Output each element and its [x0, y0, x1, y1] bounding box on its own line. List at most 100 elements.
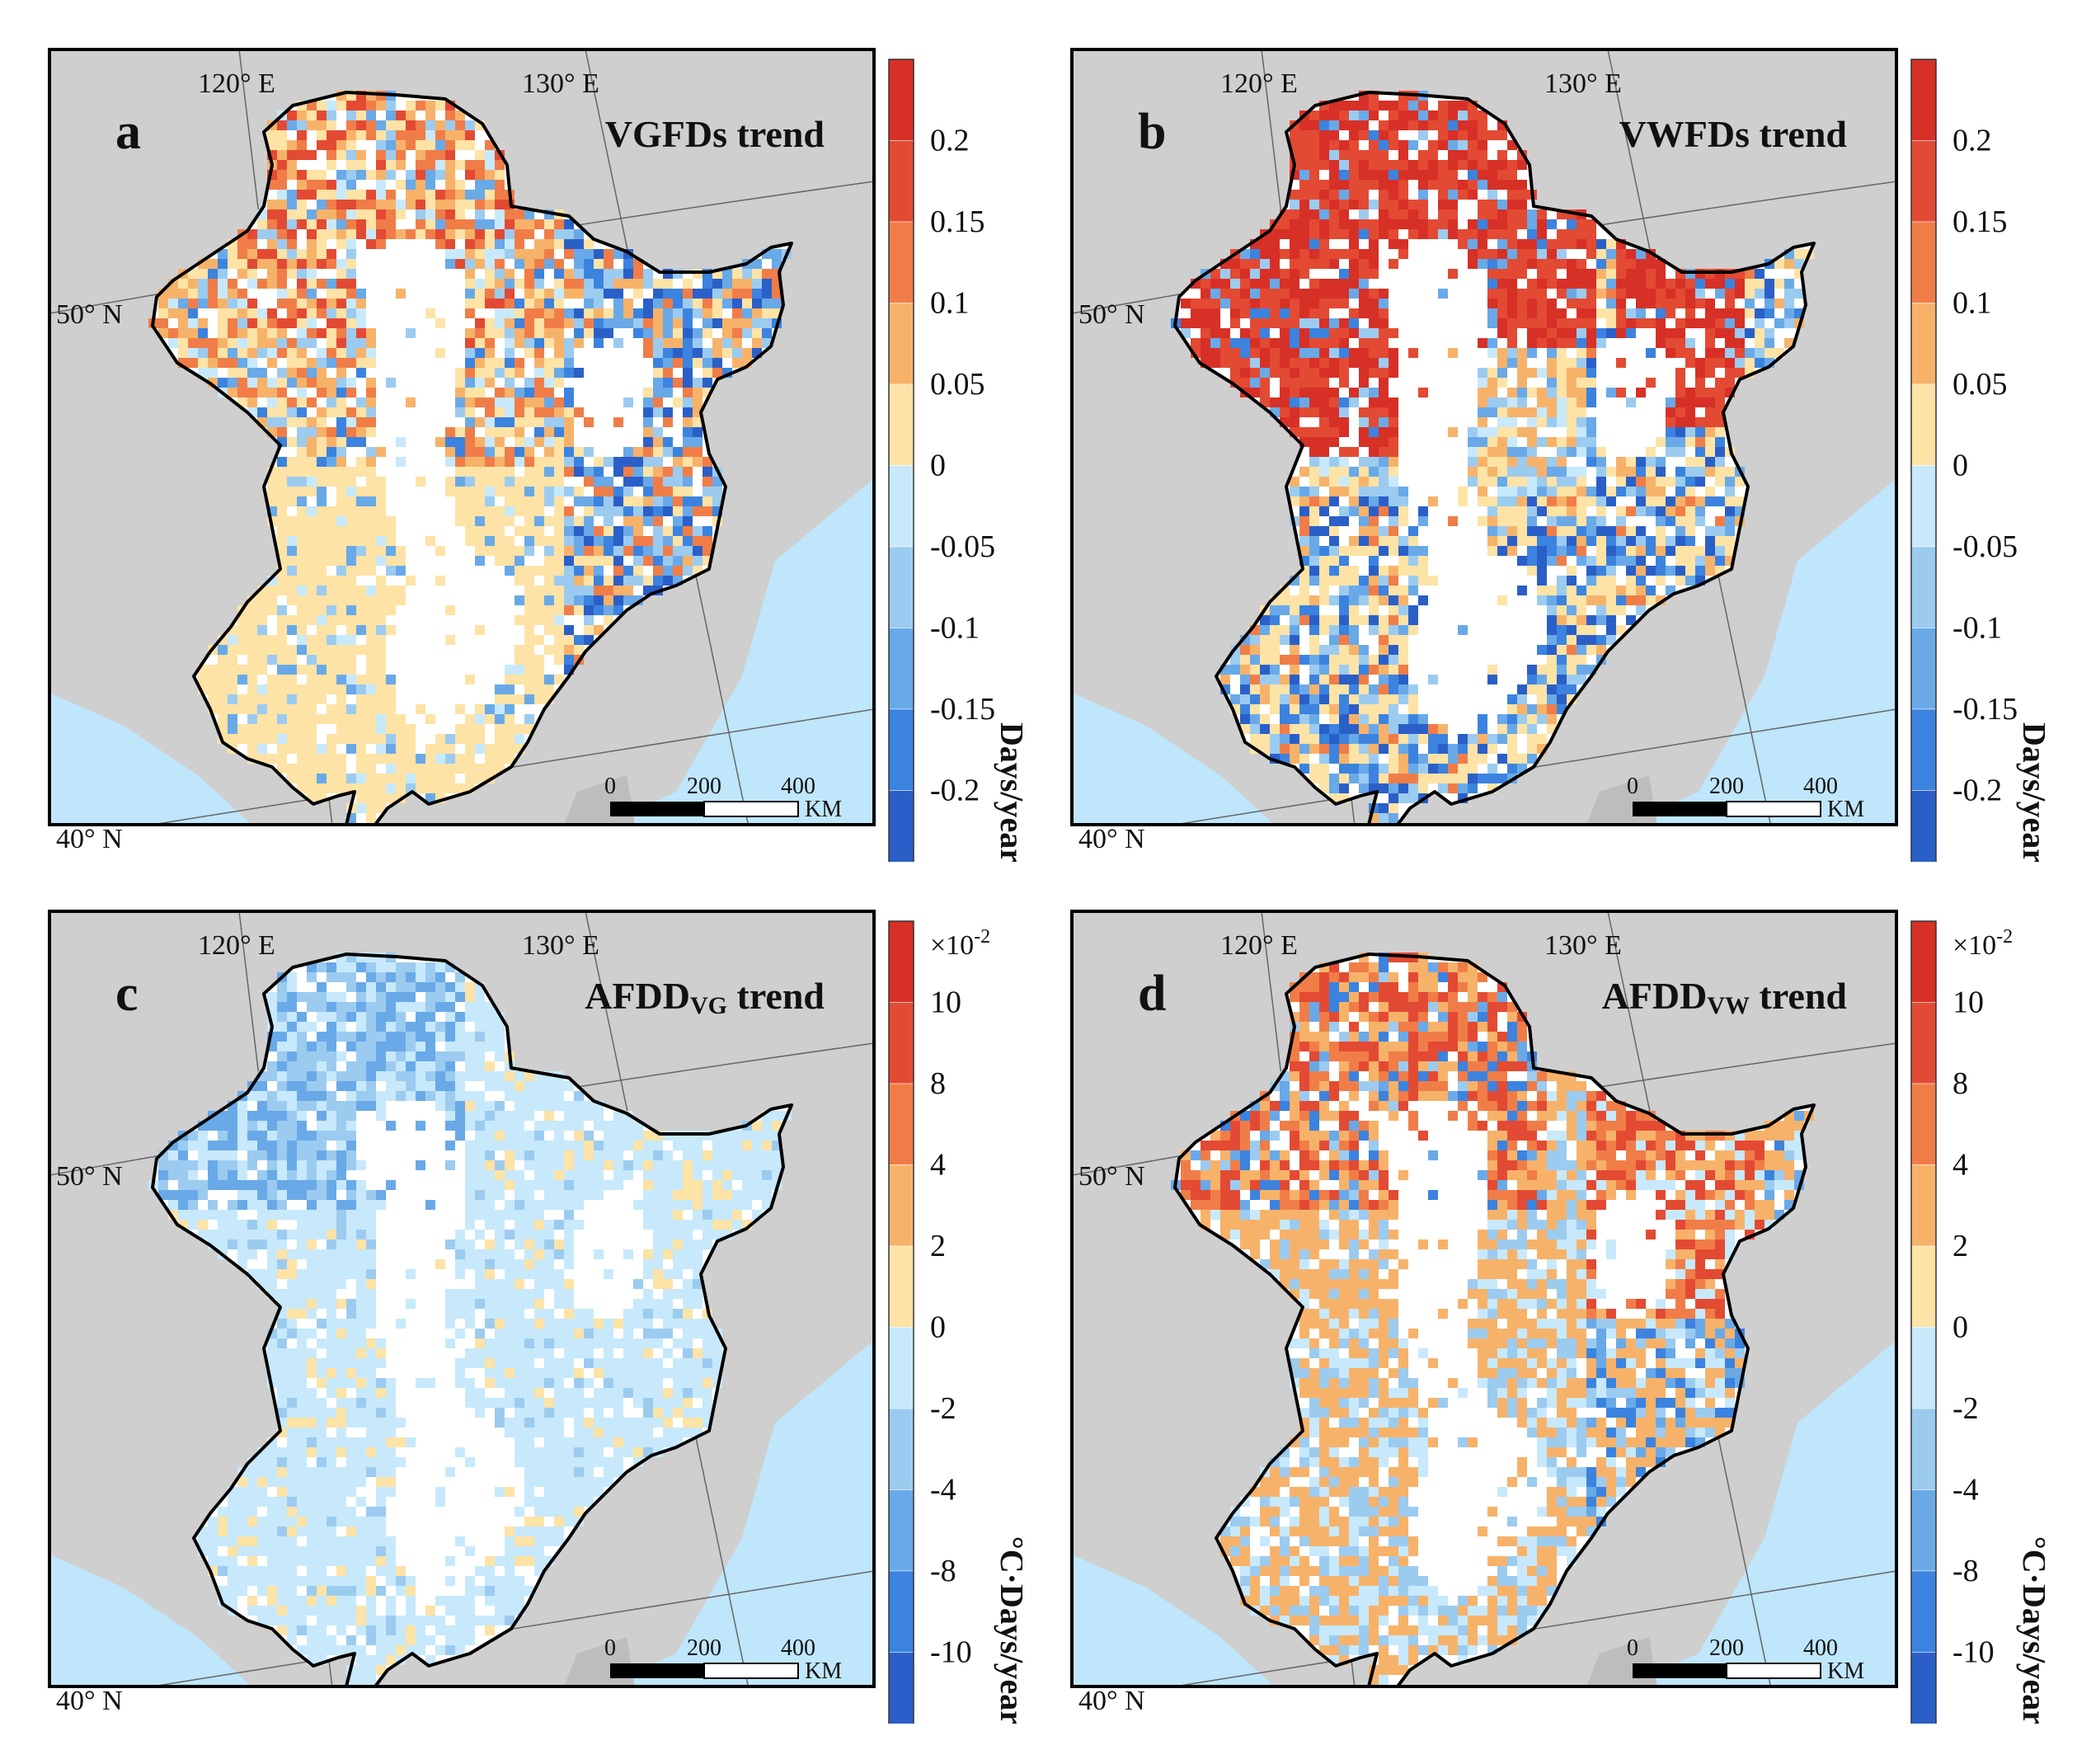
- lon-label: 120° E: [198, 68, 275, 99]
- colorbar-swatch: [1910, 1489, 1937, 1572]
- colorbar-tick-label: 10: [930, 985, 961, 1020]
- colorbar-swatch: [888, 1164, 914, 1247]
- lat-label: 50° N: [56, 299, 123, 330]
- colorbar-tick-label: 0: [1952, 1310, 1968, 1345]
- colorbar-tick-label: -10: [1952, 1635, 1995, 1670]
- colorbar-swatch: [888, 708, 914, 791]
- scale-bar-segment: [1633, 1663, 1727, 1678]
- panel-a: a VGFDs trend 120° E 130° E 50° N 40° N 0 200 40…: [0, 0, 1022, 862]
- colorbar-tick-label: 2: [930, 1229, 946, 1263]
- map-panel-svg: b VWFDs trend 120° E 130° E 50° N 40° N 0 200 40…: [1070, 48, 2045, 862]
- colorbar-swatch: [1910, 1164, 1937, 1247]
- colorbar-tick-label: 4: [1952, 1148, 1968, 1183]
- lat-label: 40° N: [1078, 1686, 1145, 1716]
- colorbar-unit: °C·Days/year: [2016, 1536, 2045, 1724]
- colorbar-tick-label: -4: [1952, 1473, 1979, 1508]
- panel-d: d AFDDVW trend 120° E 130° E 50° N 40° N 0 200 4…: [1022, 862, 2045, 1724]
- colorbar-tick-label: -0.1: [930, 611, 980, 646]
- colorbar-swatch: [888, 546, 914, 628]
- colorbar-tick-label: -0.15: [1952, 692, 2018, 727]
- colorbar-swatch: [1910, 383, 1937, 466]
- colorbar-swatch: [888, 920, 914, 1003]
- lat-label: 40° N: [56, 1686, 123, 1716]
- scale-bar-segment: [1726, 1663, 1821, 1679]
- lat-label: 50° N: [56, 1161, 123, 1192]
- scale-bar-segment: [703, 1663, 799, 1679]
- colorbar-swatch: [888, 628, 914, 710]
- scale-unit: KM: [805, 1658, 842, 1684]
- colorbar-unit: Days/year: [994, 722, 1022, 862]
- scale-tick-label: 400: [781, 1635, 815, 1661]
- scale-tick-label: 200: [687, 774, 721, 799]
- scale-tick-label: 400: [1803, 1635, 1838, 1661]
- colorbar-exponent: ×10-2: [930, 926, 990, 961]
- lat-label: 40° N: [56, 824, 123, 854]
- colorbar-tick-label: -8: [930, 1554, 956, 1588]
- scale-bar-segment: [610, 1663, 704, 1678]
- colorbar-unit: °C·Days/year: [994, 1536, 1022, 1724]
- lat-label: 50° N: [1078, 1161, 1145, 1192]
- region-outline: [1173, 91, 1816, 825]
- colorbar: [888, 920, 914, 1724]
- colorbar-swatch: [888, 1083, 914, 1165]
- colorbar-swatch: [888, 1002, 914, 1084]
- scale-tick-label: 0: [604, 774, 616, 799]
- colorbar-tick-label: 0.1: [1952, 286, 1992, 321]
- colorbar-swatch: [1910, 1327, 1937, 1409]
- colorbar-tick-label: 0: [930, 1310, 946, 1345]
- scale-bar-segment: [703, 801, 799, 817]
- colorbar-swatch: [1910, 1408, 1937, 1490]
- scale-unit: KM: [805, 797, 842, 822]
- colorbar-tick-label: 0.15: [1952, 205, 2008, 239]
- colorbar-exponent: ×10-2: [1952, 926, 2013, 961]
- scale-tick-label: 200: [1709, 1635, 1744, 1661]
- colorbar-tick-label: -0.05: [930, 529, 995, 564]
- colorbar-tick-label: 0.05: [930, 367, 985, 402]
- colorbar-tick-label: -0.05: [1952, 529, 2018, 564]
- lon-label: 120° E: [1220, 68, 1298, 99]
- colorbar-swatch: [888, 383, 914, 466]
- colorbar-swatch: [888, 1408, 914, 1490]
- trend-pixels: [1171, 953, 1814, 1686]
- colorbar-tick-label: 8: [930, 1066, 946, 1101]
- panel-letter: c: [115, 966, 139, 1022]
- colorbar-swatch: [888, 1489, 914, 1572]
- trend-pixels: [148, 953, 792, 1686]
- lon-label: 120° E: [1220, 930, 1298, 961]
- colorbar-unit: Days/year: [2016, 722, 2045, 862]
- colorbar-swatch: [1910, 920, 1937, 1003]
- scale-unit: KM: [1827, 1658, 1864, 1684]
- colorbar-swatch: [888, 790, 914, 862]
- colorbar-swatch: [1910, 1245, 1937, 1328]
- scale-tick-label: 400: [1803, 774, 1838, 799]
- colorbar: [888, 59, 914, 862]
- panel-title: VWFDs trend: [1619, 113, 1848, 155]
- colorbar-swatch: [1910, 1002, 1937, 1084]
- colorbar-tick-label: -0.1: [1952, 611, 2002, 646]
- colorbar-swatch: [1910, 221, 1937, 303]
- map-frame: [48, 48, 876, 826]
- colorbar-swatch: [888, 465, 914, 548]
- colorbar-swatch: [1910, 1570, 1937, 1653]
- colorbar-tick-label: 10: [1952, 985, 1984, 1020]
- colorbar-tick-label: 0.2: [1952, 124, 1992, 158]
- map-panel-svg: a VGFDs trend 120° E 130° E 50° N 40° N 0 200 40…: [48, 48, 1022, 862]
- panel-b: b VWFDs trend 120° E 130° E 50° N 40° N 0 200 40…: [1022, 0, 2045, 862]
- colorbar: [1910, 59, 1937, 862]
- lon-label: 130° E: [522, 930, 599, 961]
- colorbar-tick-label: -2: [1952, 1391, 1979, 1426]
- colorbar-swatch: [1910, 628, 1937, 710]
- colorbar-swatch: [888, 1327, 914, 1409]
- colorbar-tick-label: 2: [1952, 1229, 1968, 1263]
- scale-tick-label: 0: [1627, 774, 1638, 799]
- colorbar-tick-label: 0: [1952, 449, 1968, 483]
- panel-c: c AFDDVG trend 120° E 130° E 50° N 40° N 0 200 4…: [0, 862, 1022, 1724]
- panel-title: VGFDs trend: [605, 113, 825, 155]
- scale-tick-label: 200: [1709, 774, 1744, 799]
- colorbar-tick-label: -2: [930, 1391, 956, 1426]
- colorbar-tick-label: 0.05: [1952, 367, 2008, 402]
- region-outline: [1173, 953, 1816, 1686]
- colorbar-swatch: [1910, 140, 1937, 223]
- scale-tick-label: 200: [687, 1635, 721, 1661]
- colorbar-swatch: [888, 1652, 914, 1724]
